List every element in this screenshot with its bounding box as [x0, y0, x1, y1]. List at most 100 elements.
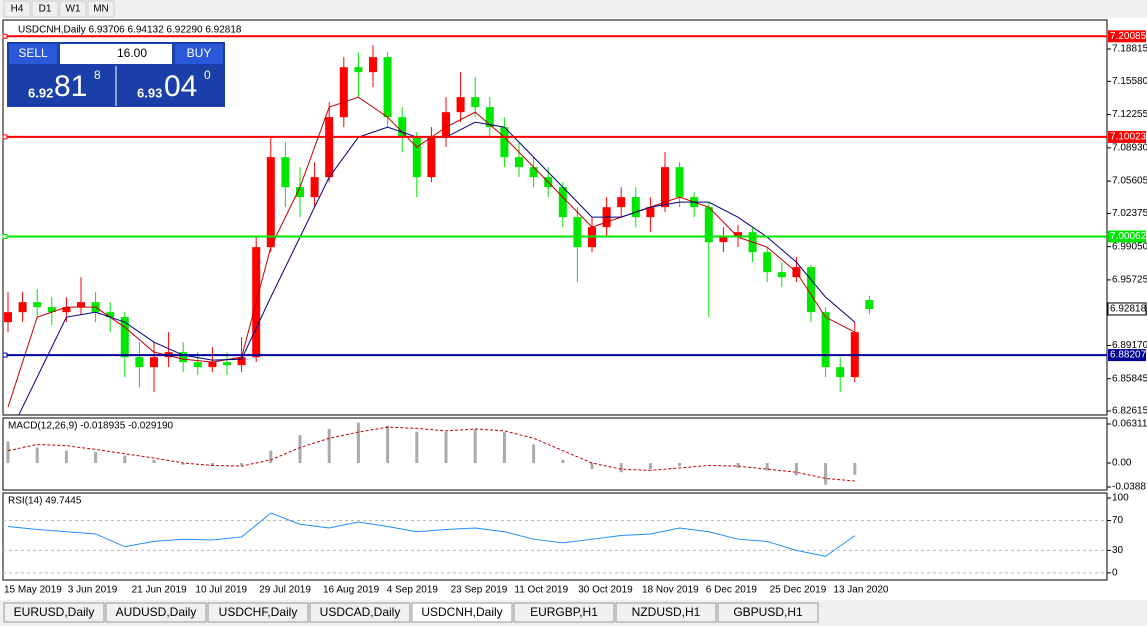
y-tick-label: 7.05605 — [1112, 176, 1147, 187]
candle-body — [704, 207, 713, 243]
x-tick-label: 25 Dec 2019 — [770, 585, 827, 596]
bid-big: 6.92 — [28, 85, 53, 100]
candle-body — [354, 67, 363, 73]
tab[interactable] — [615, 602, 717, 623]
level-handle[interactable] — [2, 234, 8, 240]
y-tick-label: 6.99050 — [1112, 241, 1147, 252]
candle-body — [485, 107, 494, 128]
tab[interactable] — [105, 602, 207, 623]
tab[interactable] — [309, 602, 411, 623]
level-handle[interactable] — [2, 352, 8, 358]
tab-label: EURGBP,H1 — [530, 605, 598, 619]
last-price: 6.92818 — [1110, 304, 1147, 315]
candles — [4, 45, 874, 415]
lots-input[interactable] — [60, 44, 172, 64]
y-tick-label: 0.00 — [1112, 458, 1132, 469]
level-label: 7.20085 — [1110, 31, 1147, 42]
candle-body — [529, 167, 538, 178]
timeframe-button[interactable] — [59, 0, 87, 18]
tab-label: USDCHF,Daily — [219, 605, 298, 619]
timeframe-button[interactable] — [87, 0, 115, 18]
level-label: 7.10023 — [1110, 132, 1147, 143]
buy-label: BUY — [187, 46, 212, 60]
buy-button[interactable] — [175, 44, 223, 64]
x-tick-label: 11 Oct 2019 — [514, 585, 568, 596]
candle-body — [4, 312, 12, 323]
candle-body — [266, 157, 275, 248]
chart-title: USDCNH,Daily 6.93706 6.94132 6.92290 6.9… — [18, 25, 242, 36]
rsi-panel — [2, 492, 1108, 581]
level-handle[interactable] — [2, 33, 8, 39]
y-tick-label: 70 — [1112, 515, 1124, 526]
y-tick-label: 7.02375 — [1112, 208, 1147, 219]
timeframe-label: MN — [93, 4, 109, 15]
lots-value: 16.00 — [117, 46, 147, 60]
y-tick-label: 7.12255 — [1112, 109, 1147, 120]
candle-body — [179, 352, 188, 363]
candle-body — [135, 357, 144, 368]
timeframe-label: W1 — [66, 4, 81, 15]
level-label-bg — [1108, 130, 1146, 143]
candle-body — [208, 362, 217, 368]
candle-body — [471, 97, 480, 108]
x-tick-label: 13 Jan 2020 — [833, 585, 888, 596]
ask-frac: 0 — [204, 68, 211, 82]
y-tick-label: 0 — [1112, 567, 1118, 578]
tab-label: EURUSD,Daily — [14, 605, 95, 619]
candle-body — [193, 362, 202, 368]
candle-body — [120, 317, 129, 358]
last-price-bg — [1107, 302, 1147, 316]
tab[interactable] — [207, 602, 309, 623]
candle-body — [631, 197, 640, 218]
tab-label: USDCNH,Daily — [421, 605, 502, 619]
candle-body — [442, 112, 450, 138]
level-handle[interactable] — [2, 134, 8, 140]
y-tick-label: 7.18815 — [1112, 44, 1147, 55]
x-tick-label: 15 May 2019 — [4, 585, 62, 596]
candle-body — [719, 237, 728, 243]
x-tick-label: 6 Dec 2019 — [706, 585, 758, 596]
candle-body — [62, 307, 71, 313]
timeframe-button[interactable] — [31, 0, 59, 18]
candle-body — [412, 137, 421, 178]
candle-body — [558, 187, 567, 218]
x-tick-label: 21 Jun 2019 — [132, 585, 187, 596]
sell-label: SELL — [18, 46, 48, 60]
candle-body — [398, 117, 407, 138]
candle-body — [18, 302, 27, 313]
y-tick-label: 100 — [1112, 493, 1129, 504]
y-tick-label: 0.063113 — [1112, 419, 1147, 430]
candle-body — [369, 57, 377, 73]
candle-body — [456, 97, 465, 113]
y-tick-label: 7.08930 — [1112, 142, 1147, 153]
candle-body — [237, 357, 246, 366]
tab[interactable] — [717, 602, 819, 623]
y-tick-label: 6.89170 — [1112, 340, 1147, 351]
tab[interactable] — [411, 602, 513, 623]
macd-panel — [2, 417, 1108, 491]
candle-body — [296, 187, 304, 198]
tab[interactable] — [513, 602, 615, 623]
timeframe-button[interactable] — [3, 0, 31, 18]
candle-body — [836, 367, 845, 378]
candle-body — [310, 177, 319, 198]
candle-body — [339, 67, 348, 118]
candle-body — [617, 197, 626, 208]
tab-label: NZDUSD,H1 — [632, 605, 701, 619]
y-tick-label: 7.15580 — [1112, 76, 1147, 87]
candle-body — [223, 362, 231, 366]
x-tick-label: 29 Jul 2019 — [259, 585, 311, 596]
x-tick-label: 10 Jul 2019 — [195, 585, 247, 596]
candle-body — [573, 217, 582, 248]
chart-window — [0, 18, 1147, 600]
bid-pips: 81 — [54, 70, 87, 103]
trade-panel: SELL 16.00 BUY 6.92 81 8 6.93 04 0 — [7, 42, 225, 107]
toolbar — [0, 0, 1147, 18]
tab[interactable] — [3, 602, 105, 623]
timeframe-label: H4 — [11, 4, 24, 15]
candle-body — [821, 312, 830, 368]
ask-big: 6.93 — [137, 85, 162, 100]
sell-button[interactable] — [9, 44, 57, 64]
candle-body — [734, 232, 742, 238]
level-label-bg — [1108, 30, 1146, 43]
